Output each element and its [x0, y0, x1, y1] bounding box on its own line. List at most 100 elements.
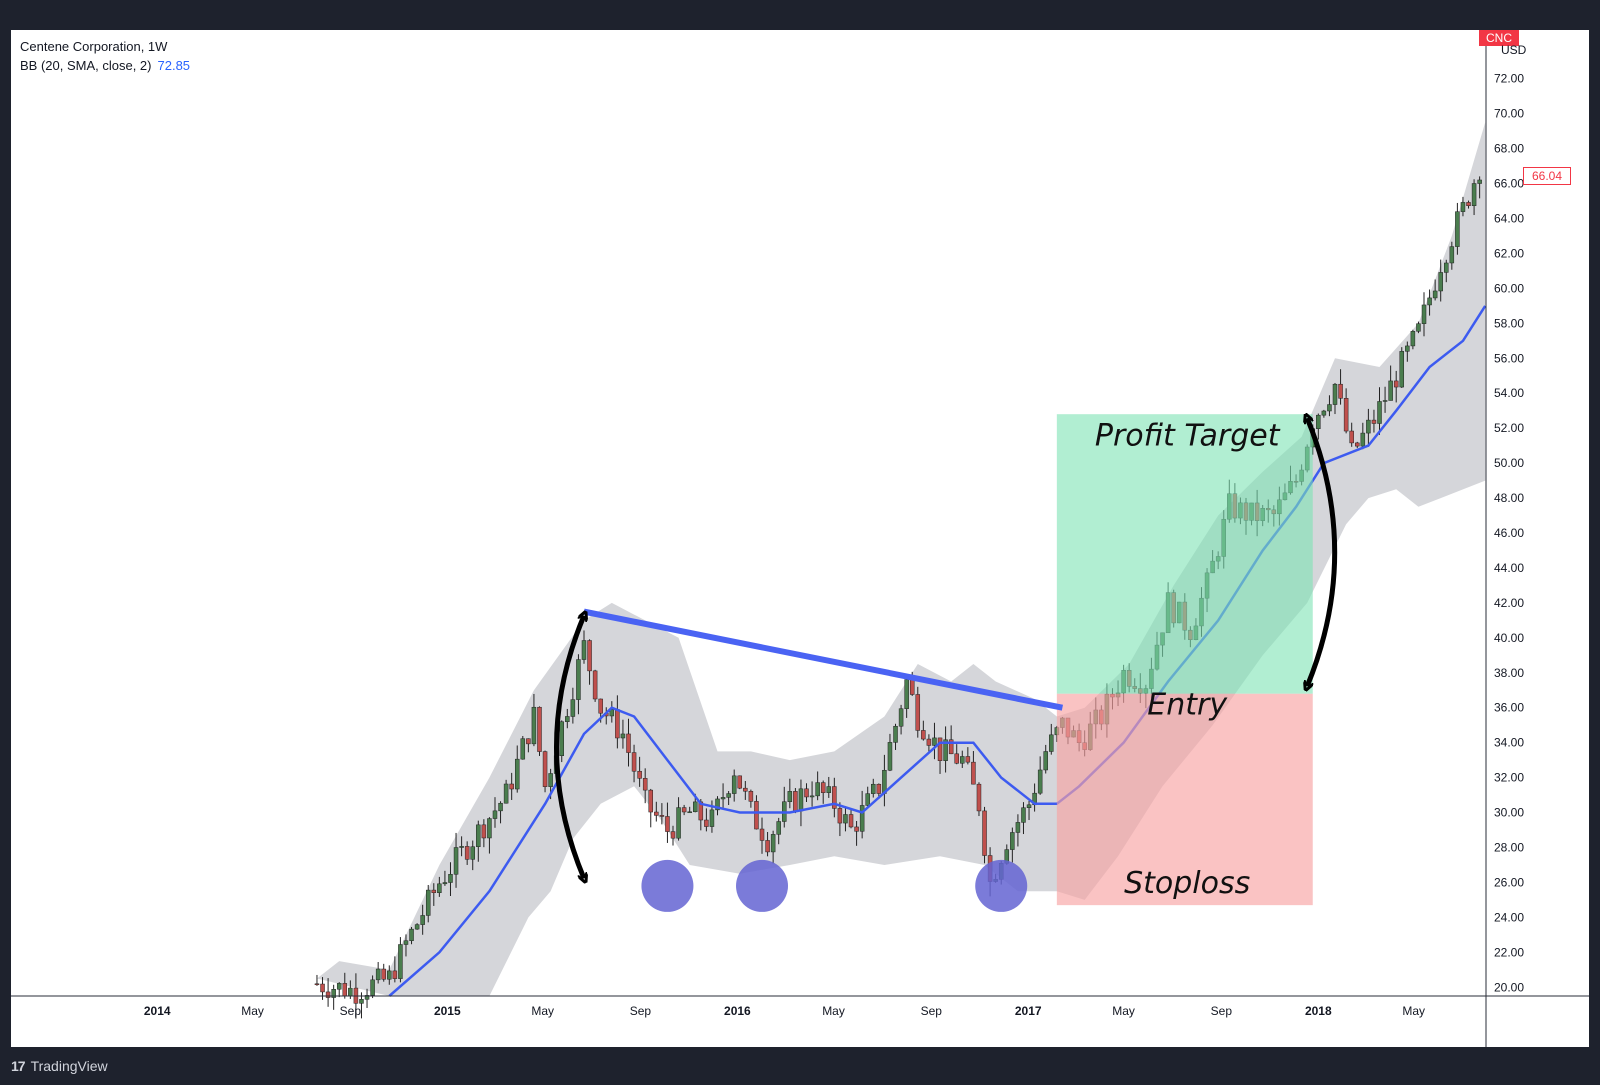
candle-body[interactable]	[693, 801, 698, 813]
candle-body[interactable]	[670, 831, 676, 839]
candle-body[interactable]	[581, 640, 587, 660]
candle-body[interactable]	[403, 940, 409, 945]
candle-body[interactable]	[336, 983, 342, 990]
candle-body[interactable]	[1321, 410, 1327, 416]
candle-body[interactable]	[1349, 430, 1354, 444]
stoploss-zone[interactable]	[1056, 693, 1313, 906]
candle-body[interactable]	[720, 797, 726, 800]
candle-body[interactable]	[837, 808, 843, 824]
candle-body[interactable]	[754, 801, 759, 830]
candle-body[interactable]	[331, 989, 336, 998]
candle-body[interactable]	[932, 737, 937, 746]
candle-body[interactable]	[809, 795, 815, 798]
candle-body[interactable]	[1477, 179, 1482, 184]
candle-body[interactable]	[1015, 822, 1021, 833]
candle-body[interactable]	[1460, 202, 1466, 212]
candle-body[interactable]	[1327, 404, 1332, 412]
candle-body[interactable]	[898, 708, 904, 727]
candle-body[interactable]	[1427, 297, 1432, 306]
candle-body[interactable]	[893, 725, 898, 743]
candle-body[interactable]	[576, 659, 581, 700]
candle-body[interactable]	[871, 783, 876, 794]
candle-body[interactable]	[631, 752, 637, 772]
candle-body[interactable]	[642, 778, 648, 791]
candle-body[interactable]	[509, 783, 514, 790]
candle-body[interactable]	[848, 814, 854, 828]
candle-body[interactable]	[1021, 807, 1026, 823]
candle-body[interactable]	[776, 821, 781, 835]
candle-body[interactable]	[1366, 419, 1371, 434]
candle-body[interactable]	[731, 775, 737, 794]
profit-target-zone[interactable]	[1056, 414, 1313, 694]
candle-body[interactable]	[1371, 419, 1377, 424]
candle-body[interactable]	[464, 846, 470, 860]
candle-body[interactable]	[375, 968, 381, 981]
neckline-trendline[interactable]	[583, 608, 1064, 711]
candle-body[interactable]	[487, 818, 492, 839]
candle-body[interactable]	[1043, 751, 1048, 771]
candle-body[interactable]	[687, 811, 692, 814]
candle-body[interactable]	[592, 670, 598, 700]
candle-body[interactable]	[392, 970, 398, 979]
candle-body[interactable]	[1455, 211, 1460, 247]
candle-body[interactable]	[1343, 398, 1349, 432]
candle-body[interactable]	[715, 798, 720, 811]
candle-body[interactable]	[342, 983, 348, 997]
candle-body[interactable]	[1405, 345, 1410, 352]
candle-body[interactable]	[971, 761, 976, 785]
candle-body[interactable]	[1466, 202, 1471, 206]
candle-body[interactable]	[348, 987, 353, 997]
candle-body[interactable]	[1049, 734, 1054, 752]
candle-body[interactable]	[1355, 442, 1360, 447]
candle-body[interactable]	[709, 809, 715, 827]
candle-body[interactable]	[459, 846, 464, 848]
candle-body[interactable]	[648, 789, 653, 813]
candle-body[interactable]	[1393, 380, 1399, 388]
candle-body[interactable]	[598, 698, 603, 714]
candle-body[interactable]	[854, 826, 859, 832]
indicator-name[interactable]: BB (20, SMA, close, 2)	[20, 58, 152, 73]
candle-body[interactable]	[982, 810, 987, 856]
candle-body[interactable]	[637, 770, 642, 779]
candle-body[interactable]	[665, 816, 670, 832]
candle-body[interactable]	[609, 709, 615, 717]
candle-body[interactable]	[570, 699, 576, 717]
candle-body[interactable]	[876, 783, 882, 794]
candle-body[interactable]	[364, 995, 370, 1000]
candle-body[interactable]	[481, 824, 487, 839]
candle-body[interactable]	[948, 739, 954, 755]
candle-body[interactable]	[1026, 804, 1032, 808]
candle-body[interactable]	[381, 968, 386, 980]
candle-body[interactable]	[548, 773, 553, 787]
candle-body[interactable]	[1360, 432, 1366, 447]
candle-body[interactable]	[537, 706, 542, 752]
candle-body[interactable]	[1449, 246, 1455, 264]
candle-body[interactable]	[793, 791, 798, 812]
candle-body[interactable]	[676, 807, 681, 839]
symbol-title[interactable]: Centene Corporation, 1W	[20, 39, 168, 54]
candle-body[interactable]	[1316, 414, 1321, 429]
candle-body[interactable]	[1382, 400, 1388, 402]
candle-body[interactable]	[915, 694, 921, 731]
candle-body[interactable]	[476, 824, 481, 847]
candle-body[interactable]	[503, 783, 509, 804]
candle-body[interactable]	[1037, 769, 1043, 794]
candle-body[interactable]	[414, 924, 420, 930]
candle-body[interactable]	[398, 944, 403, 979]
candle-body[interactable]	[437, 883, 442, 893]
candle-body[interactable]	[559, 721, 564, 756]
currency-label[interactable]: USD	[1501, 43, 1527, 57]
candle-body[interactable]	[1432, 290, 1438, 299]
candle-body[interactable]	[531, 706, 537, 745]
candle-body[interactable]	[960, 756, 965, 764]
candle-body[interactable]	[425, 889, 431, 916]
candle-body[interactable]	[1377, 401, 1382, 424]
candle-body[interactable]	[1410, 331, 1416, 347]
candle-body[interactable]	[765, 840, 770, 853]
candle-body[interactable]	[409, 928, 414, 941]
chart-canvas[interactable]: Profit Target Entry Stoploss 20.00 22.00 24.0…	[11, 30, 1589, 1047]
candle-body[interactable]	[314, 983, 320, 986]
candle-body[interactable]	[770, 834, 776, 853]
candle-body[interactable]	[815, 782, 820, 797]
candle-body[interactable]	[448, 874, 453, 883]
